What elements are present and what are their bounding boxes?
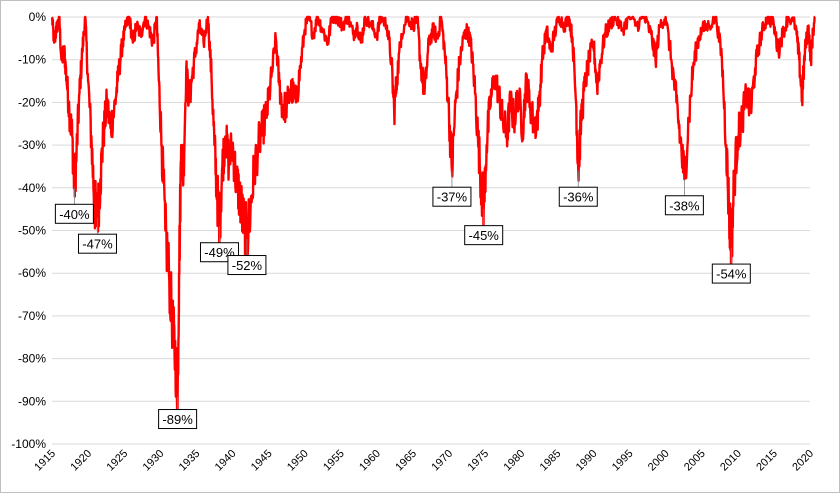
annotation: -36%: [558, 170, 598, 207]
series-layer: [50, 15, 817, 421]
x-tick-label: 1955: [321, 448, 347, 474]
annotation-label: -47%: [82, 237, 113, 252]
drawdown-series-line: [50, 15, 817, 421]
annotation-label: -37%: [437, 190, 468, 205]
x-tick-label: 1975: [465, 448, 491, 474]
annotation: -54%: [711, 247, 751, 284]
y-tick-label: 0%: [29, 10, 47, 24]
y-tick-label: -30%: [18, 138, 46, 152]
x-tick-label: 2020: [790, 448, 816, 474]
annotation: -40%: [54, 187, 94, 224]
x-tick-label: 1970: [429, 448, 455, 474]
annotation-box: [464, 225, 504, 246]
annotation: -38%: [664, 179, 704, 216]
y-tick-label: -10%: [18, 53, 46, 67]
x-axis-tick-labels: 1915 1920 1925 1930 1935 1940 1945 1950 1955 1960…: [32, 448, 816, 474]
x-tick-label: 1960: [357, 448, 383, 474]
annotation-label: -36%: [563, 190, 594, 205]
annotation-box: [664, 195, 704, 216]
x-tick-label: 1990: [574, 448, 600, 474]
x-tick-label: 1965: [393, 448, 419, 474]
x-tick-label: 1945: [249, 448, 275, 474]
annotation-box: [432, 186, 472, 207]
x-tick-label: 1950: [285, 448, 311, 474]
annotation: -37%: [432, 170, 472, 207]
x-tick-label: 1930: [141, 448, 167, 474]
y-tick-label: -70%: [18, 309, 46, 323]
y-tick-label: -40%: [18, 181, 46, 195]
annotation: -47%: [77, 217, 117, 254]
annotation-box: [77, 233, 117, 254]
y-tick-label: -20%: [18, 95, 46, 109]
annotation: -89%: [158, 397, 198, 430]
annotation-box: [711, 263, 751, 284]
annotation-label: -49%: [204, 245, 235, 260]
y-tick-label: -50%: [18, 224, 46, 238]
annotations-layer: -40% -47% -89% -49%-52% -37% -45% -36% -38% -54%: [54, 170, 751, 430]
annotation-label: -45%: [469, 228, 500, 243]
x-tick-label: 1920: [68, 448, 94, 474]
x-tick-label: 2010: [718, 448, 744, 474]
y-tick-label: -100%: [11, 437, 46, 451]
x-tick-label: 1915: [32, 448, 58, 474]
x-tick-label: 1935: [177, 448, 203, 474]
annotation: -45%: [464, 209, 504, 246]
x-tick-label: 1925: [105, 448, 131, 474]
annotation-label: -52%: [232, 258, 263, 273]
annotation-box: [54, 203, 94, 224]
annotation-label: -38%: [669, 198, 700, 213]
annotation-label: -89%: [162, 412, 193, 427]
x-tick-label: 1995: [610, 448, 636, 474]
y-axis-tick-labels: 0% -10% -20% -30% -40% -50% -60% -70% -80% -90% -1…: [11, 10, 46, 451]
annotation-label: -54%: [716, 267, 747, 282]
annotation-label: -40%: [59, 207, 90, 222]
x-tick-label: 2005: [682, 448, 708, 474]
y-tick-label: -60%: [18, 266, 46, 280]
annotation-box: [227, 255, 267, 276]
annotation: -52%: [227, 239, 267, 276]
x-tick-label: 2015: [754, 448, 780, 474]
annotation-box: [158, 409, 198, 430]
y-tick-label: -80%: [18, 352, 46, 366]
annotation-box: [558, 186, 598, 207]
x-tick-label: 1985: [538, 448, 564, 474]
x-tick-label: 2000: [646, 448, 672, 474]
y-tick-label: -90%: [18, 394, 46, 408]
x-tick-label: 1980: [502, 448, 528, 474]
x-tick-label: 1940: [213, 448, 239, 474]
